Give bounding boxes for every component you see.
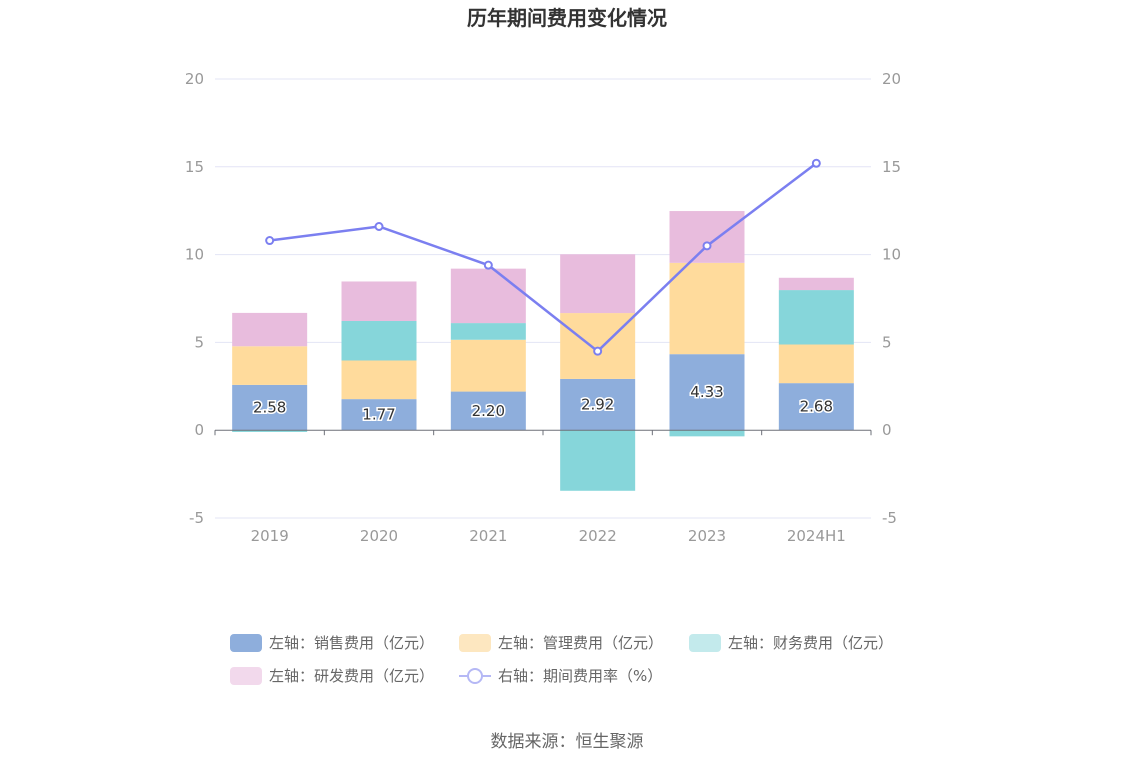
legend-item[interactable]: 左轴：销售费用（亿元） [230, 634, 434, 652]
right-tick-label: 0 [882, 421, 892, 439]
legend-label: 左轴：财务费用（亿元） [728, 634, 893, 652]
category-label: 2022 [579, 527, 617, 545]
source-note: 数据来源：恒生聚源 [491, 732, 644, 752]
zero-axis [214, 429, 872, 436]
legend-swatch [459, 634, 491, 652]
category-label: 2023 [688, 527, 726, 545]
category-label: 2021 [469, 527, 507, 545]
bar-segment [232, 430, 308, 432]
right-tick-label: 5 [882, 333, 892, 351]
right-tick-label: 15 [882, 158, 901, 176]
bar-segment [560, 313, 636, 379]
legend-label: 左轴：研发费用（亿元） [269, 667, 434, 685]
bar-segment [560, 430, 636, 491]
bar-segment [232, 312, 308, 347]
category-label: 2024H1 [787, 527, 846, 545]
data-label: 2.20 [472, 402, 505, 420]
bar-segment [341, 399, 417, 431]
rate-line [269, 162, 818, 353]
bar-segment [341, 360, 417, 400]
right-tick-label: -5 [882, 509, 897, 527]
bar-segment [450, 339, 526, 392]
legend-circle-swatch [467, 668, 483, 684]
category-label: 2019 [251, 527, 289, 545]
legend-label: 左轴：销售费用（亿元） [269, 634, 434, 652]
bar-segment [232, 384, 308, 431]
bar-segment [450, 323, 526, 340]
category-label: 2020 [360, 527, 398, 545]
left-tick-label: 5 [194, 333, 204, 351]
bar-segment [778, 383, 854, 431]
x-axis: 2019 2020 2021 2022 2023 2024H1 [251, 527, 846, 545]
left-tick-label: 20 [185, 70, 204, 88]
line-series [265, 158, 821, 356]
bar-segment [450, 391, 526, 431]
left-tick-label: -5 [189, 509, 204, 527]
bar-segment [778, 290, 854, 345]
legend-item[interactable]: 左轴：财务费用（亿元） [689, 634, 893, 652]
bar-segment [669, 430, 745, 437]
bar-segment [560, 378, 636, 431]
right-tick-label: 10 [882, 246, 901, 264]
data-label: 4.33 [690, 383, 723, 401]
rate-point [483, 260, 493, 270]
right-tick-label: 20 [882, 70, 901, 88]
legend-item[interactable]: 左轴：研发费用（亿元） [230, 667, 434, 685]
left-tick-label: 0 [194, 421, 204, 439]
chart-title: 历年期间费用变化情况 [467, 6, 667, 30]
bar-segment [232, 346, 308, 385]
left-tick-label: 10 [185, 246, 204, 264]
bar-segment [669, 262, 745, 355]
legend-swatch [230, 634, 262, 652]
rate-point [811, 158, 821, 168]
legend-label: 左轴：管理费用（亿元） [498, 634, 663, 652]
left-axis: -5 0 5 10 15 20 [185, 70, 204, 527]
rate-point [593, 346, 603, 356]
legend-label: 右轴：期间费用率（%） [498, 667, 662, 685]
legend-item[interactable]: 右轴：期间费用率（%） [459, 667, 662, 685]
data-label: 2.92 [581, 396, 614, 414]
bar-segment [669, 354, 745, 431]
bar-segment [669, 211, 745, 263]
bar-segment [560, 254, 636, 314]
right-axis: -5 0 5 10 15 20 [882, 70, 901, 527]
legend-item[interactable]: 左轴：管理费用（亿元） [459, 634, 663, 652]
legend-swatch [230, 667, 262, 685]
bar-segment [450, 268, 526, 324]
data-label: 2.68 [800, 398, 833, 416]
rate-point [702, 241, 712, 251]
rate-point [374, 222, 384, 232]
legend-swatch [689, 634, 721, 652]
data-label: 2.58 [253, 399, 286, 417]
bars [232, 211, 854, 491]
bar-segment [341, 281, 417, 321]
data-label: 1.77 [362, 406, 395, 424]
left-tick-label: 15 [185, 158, 204, 176]
rate-point [265, 236, 275, 246]
bar-segment [778, 277, 854, 291]
data-labels: 2.58 1.77 2.20 2.92 4.33 2.68 [251, 382, 834, 425]
bar-segment [341, 320, 417, 361]
bar-segment [778, 344, 854, 384]
grid-lines [215, 78, 871, 519]
legend[interactable]: 左轴：销售费用（亿元） 左轴：管理费用（亿元） 左轴：财务费用（亿元） 左轴：研发费用… [230, 634, 893, 685]
